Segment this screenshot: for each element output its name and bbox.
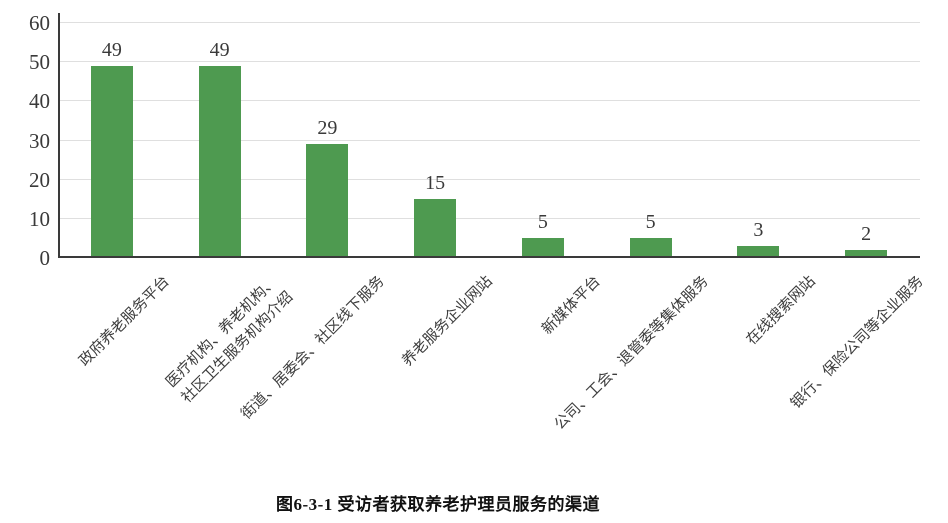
x-category-label: 在线搜索网站	[744, 273, 820, 349]
bar-group: 49	[166, 39, 274, 258]
bars-container: 49 49 29 15 5 5 3 2	[58, 13, 920, 258]
bar-value-label: 5	[645, 211, 656, 234]
bar	[90, 66, 133, 258]
y-tick-label: 20	[29, 167, 50, 192]
x-axis-line	[58, 256, 920, 258]
x-category-label: 养老服务企业网站	[399, 273, 496, 370]
gridline	[58, 100, 920, 102]
chart-caption: 图6-3-1 受访者获取养老护理员服务的渠道	[275, 495, 601, 514]
y-tick-label: 60	[29, 11, 50, 35]
bar-group: 15	[381, 172, 489, 258]
bar-group: 5	[597, 211, 705, 258]
bar	[845, 250, 888, 258]
gridline	[58, 61, 920, 63]
bar-group: 3	[705, 219, 813, 258]
gridline	[58, 178, 920, 180]
y-tick-label: 50	[29, 50, 50, 75]
bar	[737, 246, 780, 258]
gridline	[58, 217, 920, 219]
y-tick-label: 40	[29, 89, 50, 114]
bar-value-label: 29	[317, 117, 338, 140]
bar-group: 29	[274, 117, 382, 258]
bar-value-label: 15	[425, 172, 446, 195]
bar-group: 2	[812, 223, 920, 258]
bar	[629, 238, 672, 258]
gridline	[58, 22, 920, 23]
plot-area: 49 49 29 15 5 5 3 2	[58, 13, 920, 258]
bar	[198, 66, 241, 258]
x-category-label: 新媒体平台	[539, 273, 604, 338]
y-tick-label: 30	[29, 128, 50, 153]
gridline	[58, 139, 920, 141]
bar-value-label: 49	[101, 39, 122, 62]
bar	[306, 144, 349, 258]
bar-value-label: 3	[753, 219, 764, 242]
bar	[521, 238, 564, 258]
y-tick-label: 0	[39, 246, 51, 270]
bar-group: 5	[489, 211, 597, 258]
y-axis-line	[58, 13, 60, 258]
y-tick-label: 10	[29, 206, 50, 231]
bar-value-label: 5	[537, 211, 548, 234]
x-category-label: 政府养老服务平台	[76, 273, 173, 370]
bar-group: 49	[58, 39, 166, 258]
bar	[414, 199, 457, 258]
bar-value-label: 49	[209, 39, 230, 62]
bar-value-label: 2	[861, 223, 872, 246]
